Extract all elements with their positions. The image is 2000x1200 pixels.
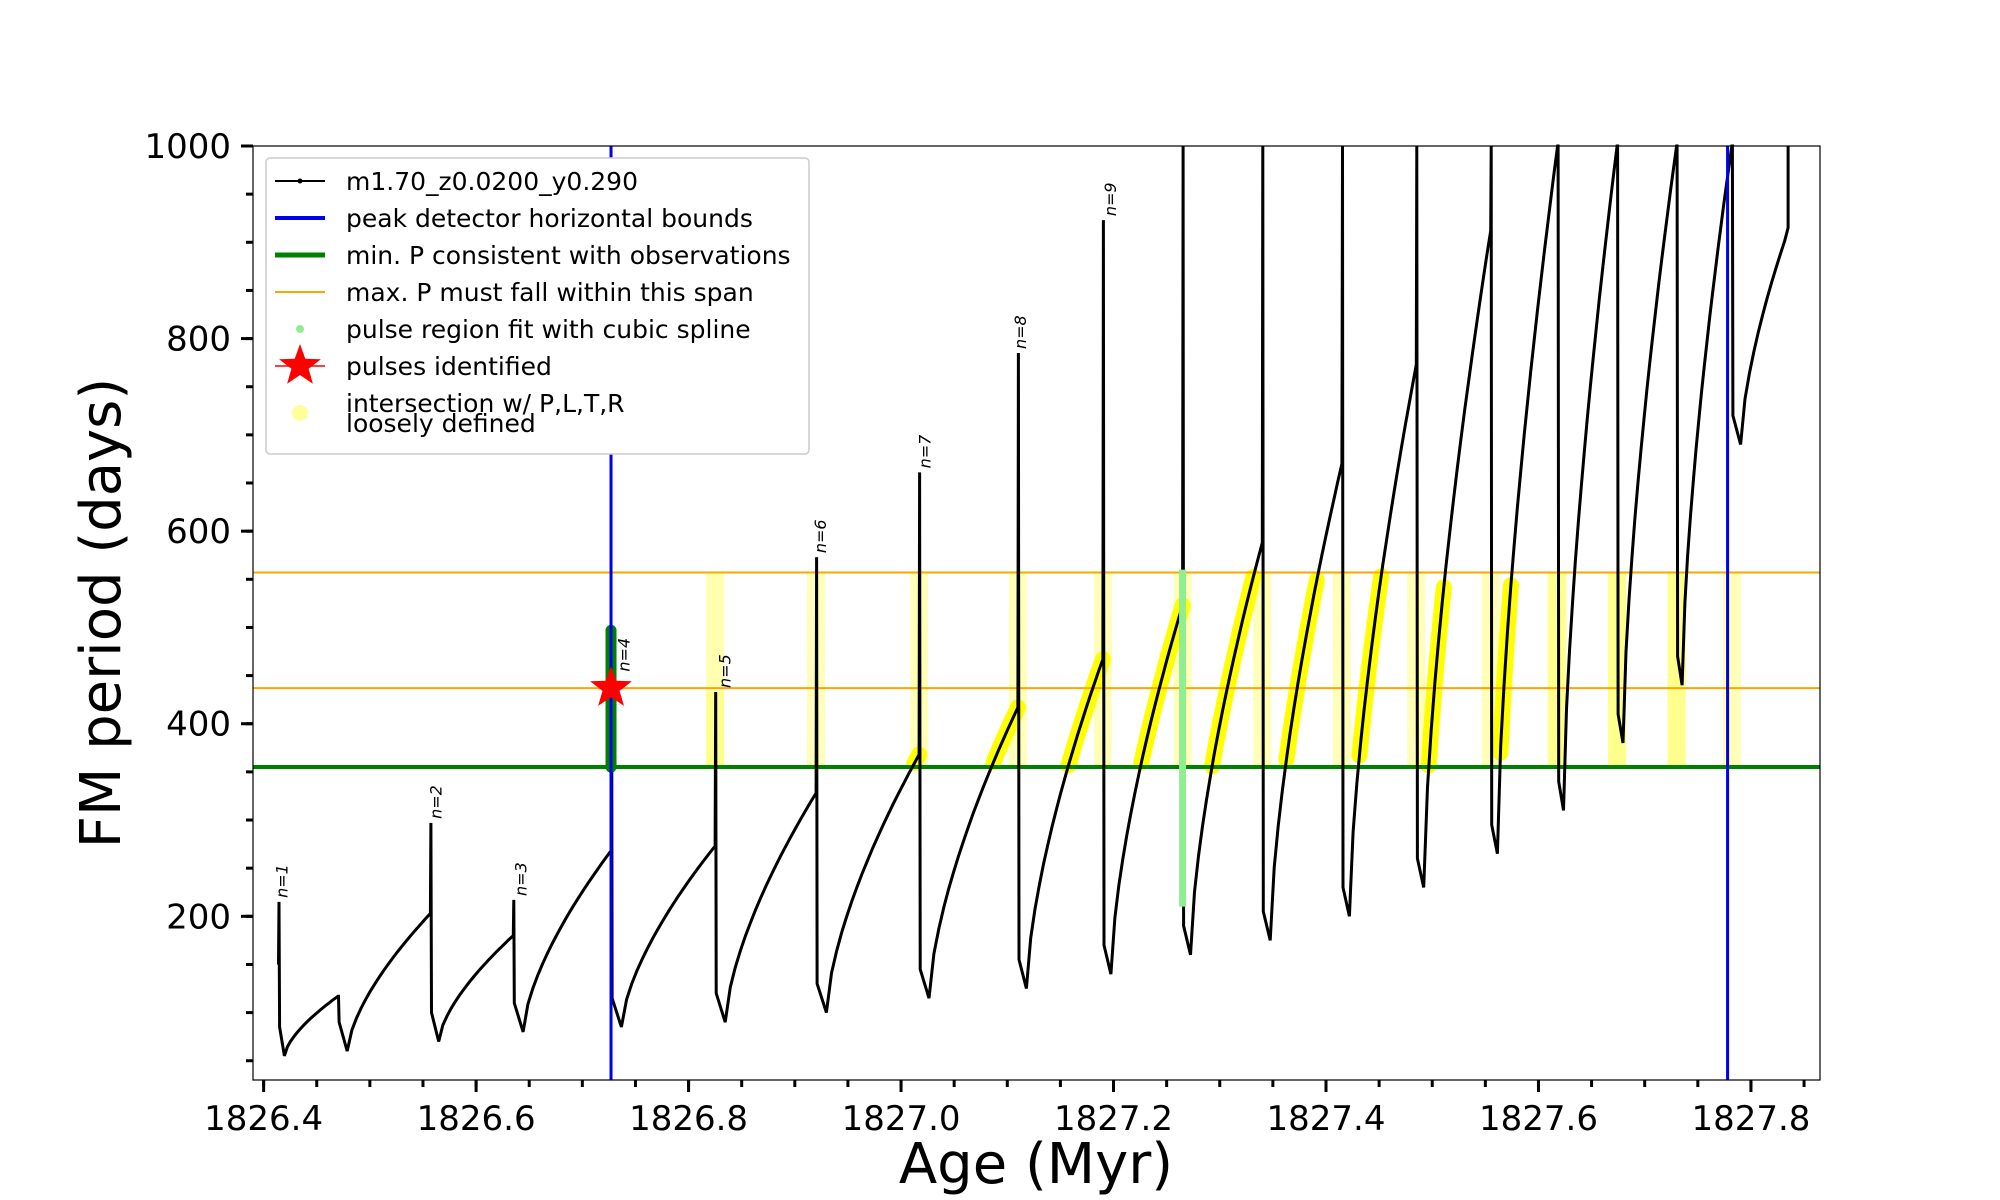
legend-label: max. P must fall within this span [346,278,754,307]
pulse-labels: n=1 n=2 n=3 n=4 n=5 n=6 n=7 n=8 n=9 [273,182,1121,897]
legend-label: loosely defined [346,409,536,438]
y-tick-label: 600 [166,512,231,552]
legend-swatch [296,325,304,333]
intersection-markers [706,568,1741,775]
horizontal-reference-lines [253,571,1820,770]
y-axis-title: FM period (days) [69,378,134,848]
x-tick-label: 1826.8 [629,1099,748,1139]
pulse-number-label: n=5 [716,654,735,688]
x-tick-label: 1827.2 [1054,1099,1173,1139]
legend-label: peak detector horizontal bounds [346,204,753,233]
pulse-number-label: n=3 [512,862,531,896]
x-tick-label: 1827.4 [1267,1099,1386,1139]
legend-swatch [279,344,321,384]
pulse-number-label: n=8 [1011,315,1030,349]
x-tick-label: 1827.8 [1691,1099,1810,1139]
legend-label: intersection w/ P,L,T,R [346,389,625,418]
intersection-band [1667,572,1686,768]
intersection-band [1722,572,1741,768]
plot-frame [252,145,1821,1081]
x-tick-label: 1827.6 [1479,1099,1598,1139]
y-tick-label: 400 [166,705,231,745]
pulse-number-label: n=7 [915,434,934,469]
x-tick-label: 1826.4 [204,1099,323,1139]
model-track-line [277,144,1790,1057]
pulses-identified [590,666,632,706]
y-tick-label: 200 [166,897,231,937]
period-curve [277,144,1790,1057]
legend-label: pulses identified [346,352,552,381]
pulse-number-label: n=9 [1101,182,1120,216]
intersection-band [706,572,725,768]
x-tick-label: 1827.0 [842,1099,961,1139]
legend-label: m1.70_z0.0200_y0.290 [346,167,638,196]
y-tick-label: 800 [166,320,231,360]
legend-label: min. P consistent with observations [346,241,791,270]
pulse-identified-star [590,666,632,706]
legend-swatch [292,405,308,421]
intersection-band [1547,572,1566,768]
legend-swatch [297,178,303,184]
pulse-number-label: n=2 [427,785,446,819]
legend-label: pulse region fit with cubic spline [346,315,751,344]
pulse-number-label: n=6 [811,519,830,553]
x-tick-label: 1826.6 [417,1099,536,1139]
pulse-number-label: n=4 [615,638,634,672]
y-tick-label: 1000 [144,127,231,167]
pulse-number-label: n=1 [273,864,292,898]
x-axis-title: Age (Myr) [899,1132,1173,1197]
axes: 1826.4 1826.6 1826.8 1827.0 1827.2 1827.4 1827… [144,127,1810,1139]
legend-box [265,157,810,455]
